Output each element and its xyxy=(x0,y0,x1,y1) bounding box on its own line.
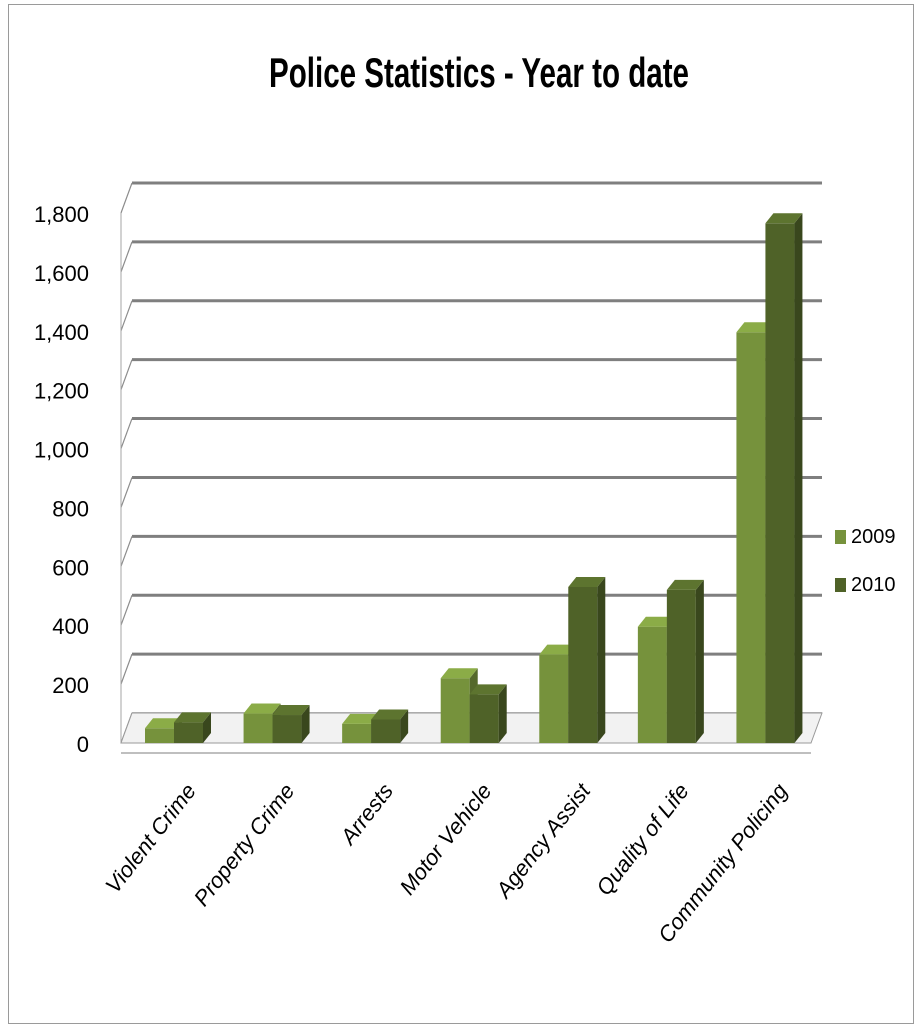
bar-front xyxy=(637,626,667,743)
y-tick-label: 1,200 xyxy=(34,379,89,404)
bar-front xyxy=(469,694,499,743)
bar-front xyxy=(342,723,372,743)
bar-community-policing-2010 xyxy=(765,213,803,744)
bar-front xyxy=(765,223,795,744)
bar-front xyxy=(272,715,302,743)
bar-top xyxy=(736,322,774,333)
bar-front xyxy=(243,713,273,743)
bar-motor-vehicle-2009 xyxy=(440,668,478,743)
y-tick-label: 1,800 xyxy=(34,202,89,227)
bar-side xyxy=(794,213,803,744)
bar-chart: Police Statistics - Year to date 0 200 400… xyxy=(34,49,896,947)
bar-agency-assist-2010 xyxy=(568,576,606,743)
x-tick-label: Property Crime xyxy=(189,779,300,911)
gridline-depth xyxy=(120,182,133,214)
y-tick-label: 1,600 xyxy=(34,261,89,286)
y-tick-label: 1,000 xyxy=(34,438,89,463)
y-tick-label: 400 xyxy=(52,614,89,639)
gridline-depth xyxy=(120,241,133,273)
bar-top xyxy=(469,684,507,695)
bars xyxy=(145,213,803,744)
chart-frame: Police Statistics - Year to date 0 200 400… xyxy=(8,4,914,1024)
legend-swatch xyxy=(835,530,846,544)
bar-top xyxy=(371,709,409,720)
bar-property-crime-2010 xyxy=(272,705,310,743)
bar-side xyxy=(400,709,409,743)
y-tick-label: 800 xyxy=(52,496,89,521)
y-tick-label: 1,400 xyxy=(34,320,89,345)
bar-side xyxy=(695,579,704,743)
bar-quality-of-life-2010 xyxy=(666,579,704,743)
gridline-depth xyxy=(120,359,133,390)
gridlines xyxy=(120,181,822,744)
bar-top xyxy=(272,705,310,716)
bar-top xyxy=(666,579,704,590)
gridline-depth xyxy=(120,418,133,449)
bar-front xyxy=(736,332,766,743)
bar-top xyxy=(539,644,577,655)
bar-arrests-2010 xyxy=(371,709,409,743)
chart-title: Police Statistics - Year to date xyxy=(269,49,689,96)
bar-top xyxy=(174,712,211,723)
bar-top xyxy=(342,713,380,724)
x-tick-label: Violent Crime xyxy=(100,779,201,898)
legend: 2009 2010 xyxy=(835,526,896,596)
x-tick-label: Motor Vehicle xyxy=(395,779,497,900)
bar-motor-vehicle-2010 xyxy=(469,684,507,743)
bar-front xyxy=(440,678,470,743)
bar-front xyxy=(145,728,174,743)
gridline-depth xyxy=(120,536,133,567)
gridline-depth xyxy=(120,300,133,331)
legend-item-2010: 2010 xyxy=(835,574,896,596)
legend-swatch xyxy=(835,578,846,592)
legend-item-2009: 2009 xyxy=(835,526,896,548)
x-tick-label: Arrests xyxy=(334,779,398,851)
bar-top xyxy=(568,576,606,587)
x-tick-label: Quality of Life xyxy=(591,779,694,900)
bar-side xyxy=(203,712,211,743)
bar-front xyxy=(666,589,696,743)
gridline-depth xyxy=(120,653,133,685)
gridline-depth xyxy=(120,595,133,626)
legend-label: 2009 xyxy=(851,526,896,548)
y-tick-label: 0 xyxy=(77,732,89,757)
bar-top xyxy=(243,703,281,714)
x-tick-label: Agency Assist xyxy=(490,778,596,904)
bar-side xyxy=(301,705,310,743)
bar-front xyxy=(371,719,401,743)
bar-front xyxy=(174,722,203,743)
bar-top xyxy=(765,213,803,224)
y-tick-label: 600 xyxy=(52,555,89,580)
bar-top xyxy=(145,718,182,729)
bar-violent-crime-2010 xyxy=(174,712,211,743)
bar-front xyxy=(539,654,569,743)
bar-top xyxy=(637,616,675,627)
bar-side xyxy=(498,684,507,743)
bar-side xyxy=(597,576,606,743)
bar-top xyxy=(440,668,478,679)
y-axis-ticks: 0 200 400 600 800 1,000 1,200 1,400 1,600 1,800 xyxy=(34,202,89,757)
y-tick-label: 200 xyxy=(52,673,89,698)
legend-label: 2010 xyxy=(851,574,896,596)
bar-front xyxy=(568,586,598,743)
gridline-depth xyxy=(120,477,133,508)
